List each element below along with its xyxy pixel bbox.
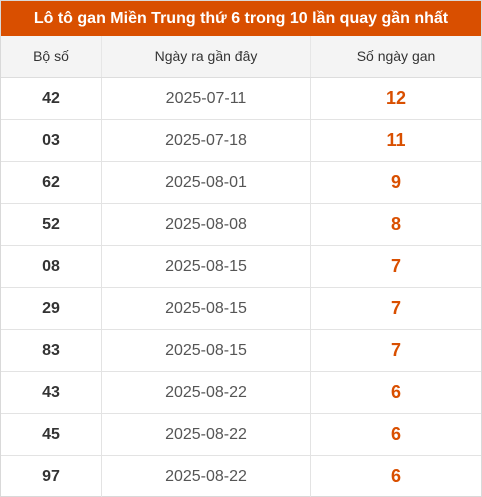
row-number: 97 <box>42 468 60 485</box>
row-days: 7 <box>390 298 401 318</box>
row-days: 9 <box>390 172 401 192</box>
row-number: 08 <box>42 258 60 275</box>
table-row: 29 2025-08-15 7 <box>1 288 481 330</box>
table-row: 62 2025-08-01 9 <box>1 162 481 204</box>
row-days: 6 <box>390 466 401 486</box>
row-date: 2025-08-08 <box>101 204 311 245</box>
table-row: 83 2025-08-15 7 <box>1 330 481 372</box>
table-row: 43 2025-08-22 6 <box>1 372 481 414</box>
row-days: 8 <box>390 214 401 234</box>
row-number: 29 <box>42 300 60 317</box>
row-date: 2025-08-01 <box>101 162 311 203</box>
row-date: 2025-08-22 <box>101 372 311 413</box>
row-number: 52 <box>42 216 60 233</box>
table-body: 42 2025-07-11 12 03 2025-07-18 11 62 202… <box>1 78 481 497</box>
row-number: 83 <box>42 342 60 359</box>
table-row: 97 2025-08-22 6 <box>1 456 481 497</box>
table-title: Lô tô gan Miền Trung thứ 6 trong 10 lần … <box>1 1 481 36</box>
row-days: 12 <box>385 88 407 108</box>
row-number: 03 <box>42 132 60 149</box>
header-gan-days: Số ngày gan <box>356 48 436 64</box>
row-date: 2025-08-22 <box>101 414 311 455</box>
row-days: 6 <box>390 382 401 402</box>
table-row: 08 2025-08-15 7 <box>1 246 481 288</box>
row-date: 2025-07-11 <box>101 78 311 119</box>
table-row: 03 2025-07-18 11 <box>1 120 481 162</box>
row-number: 62 <box>42 174 60 191</box>
row-number: 42 <box>42 90 60 107</box>
table-row: 45 2025-08-22 6 <box>1 414 481 456</box>
row-date: 2025-08-15 <box>101 288 311 329</box>
table-row: 42 2025-07-11 12 <box>1 78 481 120</box>
row-days: 7 <box>390 256 401 276</box>
row-date: 2025-07-18 <box>101 120 311 161</box>
row-days: 11 <box>386 130 406 150</box>
row-date: 2025-08-15 <box>101 330 311 371</box>
header-number: Bộ số <box>33 48 69 64</box>
row-days: 7 <box>390 340 401 360</box>
header-last-date: Ngày ra gần đây <box>101 36 311 77</box>
row-date: 2025-08-22 <box>101 456 311 497</box>
row-number: 45 <box>42 426 60 443</box>
table-header-row: Bộ số Ngày ra gần đây Số ngày gan <box>1 36 481 78</box>
table-row: 52 2025-08-08 8 <box>1 204 481 246</box>
row-number: 43 <box>42 384 60 401</box>
row-date: 2025-08-15 <box>101 246 311 287</box>
row-days: 6 <box>390 424 401 444</box>
